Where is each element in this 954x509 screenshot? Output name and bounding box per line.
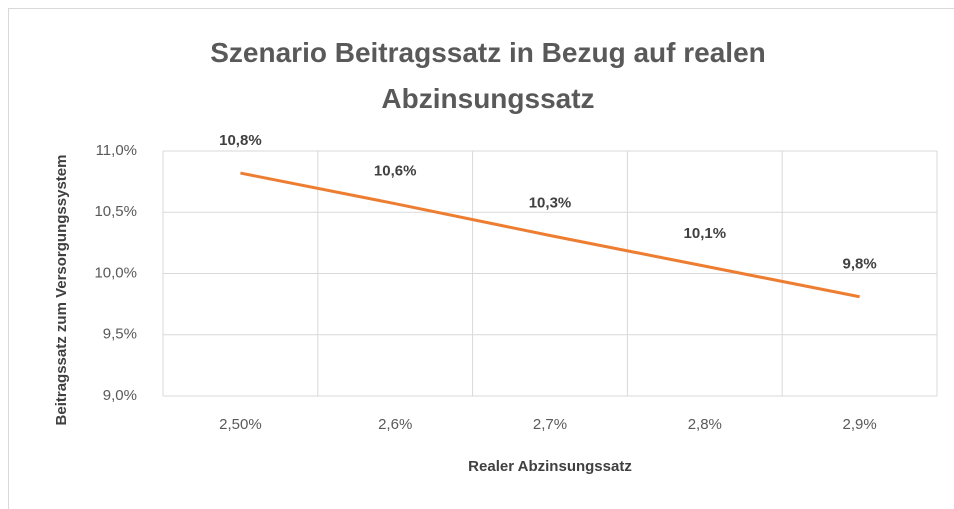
y-axis-label: Beitragssatz zum Versorgungssystem <box>53 155 70 426</box>
y-tick-label: 9,0% <box>103 387 137 404</box>
x-tick-label: 2,9% <box>842 416 876 433</box>
y-tick-label: 10,5% <box>94 203 137 220</box>
x-axis-label: Realer Abzinsungssatz <box>468 458 632 475</box>
x-tick-label: 2,6% <box>378 416 412 433</box>
line <box>240 171 860 299</box>
x-tick-label: 2,50% <box>219 416 262 433</box>
data-label: 9,8% <box>842 256 876 273</box>
chart-title: Szenario Beitragssatz in Bezug auf reale… <box>210 37 766 114</box>
x-tick-label: 2,8% <box>688 416 722 433</box>
data-label: 10,8% <box>219 132 262 149</box>
data-label: 10,1% <box>684 225 727 242</box>
data-label: 10,3% <box>529 194 572 211</box>
y-tick-label: 10,0% <box>94 264 137 281</box>
data-label: 10,6% <box>374 163 417 180</box>
y-tick-label: 11,0% <box>96 142 137 159</box>
chart-border <box>8 8 954 509</box>
y-tick-label: 9,5% <box>103 326 137 343</box>
x-tick-label: 2,7% <box>533 416 567 433</box>
